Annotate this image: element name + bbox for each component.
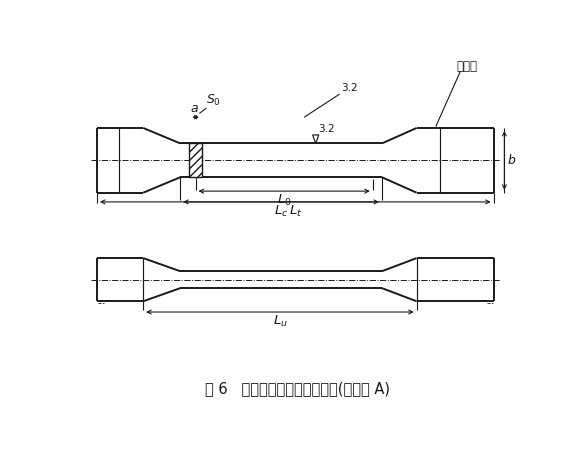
Text: $L_0$: $L_0$ — [277, 193, 292, 208]
Text: $b$: $b$ — [508, 154, 517, 167]
Text: 3.2: 3.2 — [318, 124, 335, 134]
Text: $L_u$: $L_u$ — [273, 314, 287, 329]
Text: $S_0$: $S_0$ — [206, 93, 222, 108]
Bar — [190, 143, 202, 177]
Text: 3.2: 3.2 — [341, 83, 358, 93]
Text: 夹持端: 夹持端 — [456, 60, 477, 73]
Text: $L_c$: $L_c$ — [274, 203, 288, 218]
Text: 图 6   机加工的矩形横截面试样(见附录 A): 图 6 机加工的矩形横截面试样(见附录 A) — [205, 381, 390, 396]
Text: $a$: $a$ — [190, 102, 200, 115]
Text: $L_t$: $L_t$ — [289, 203, 302, 218]
